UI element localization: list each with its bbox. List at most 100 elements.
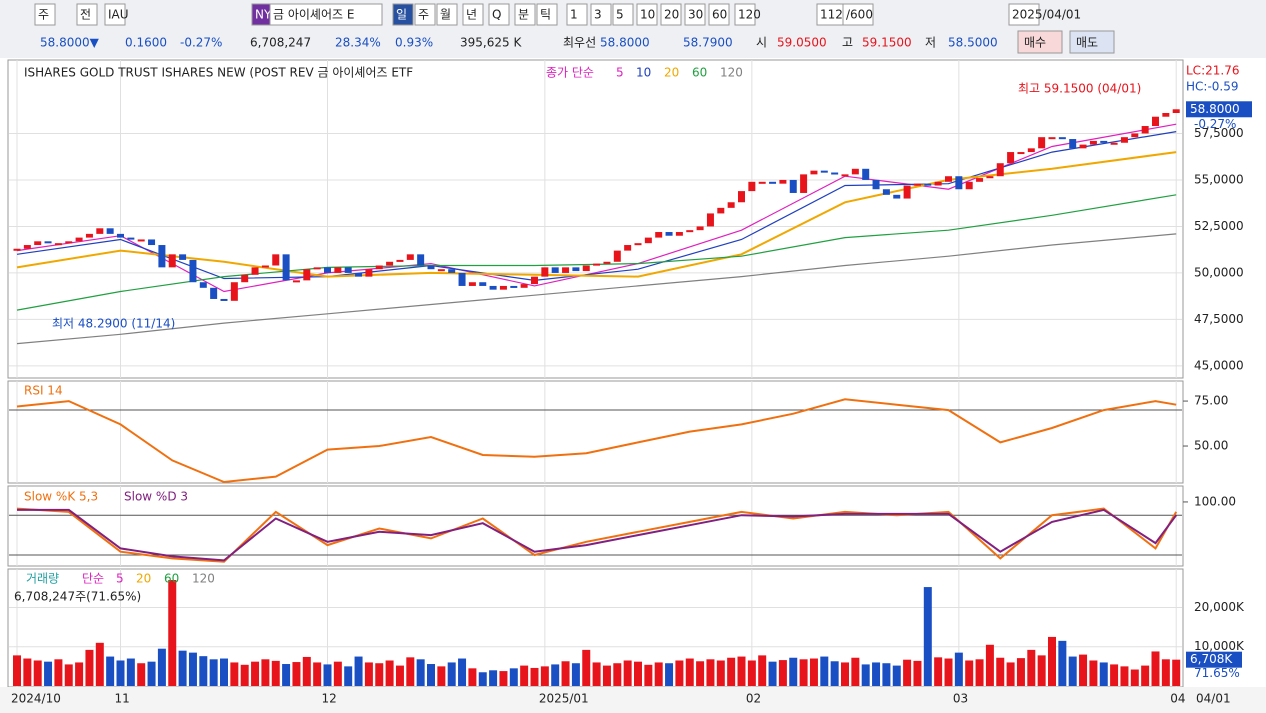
- toolbar-button[interactable]: [734, 3, 756, 26]
- candle: [54, 243, 62, 246]
- x-tick-label: 04: [1170, 692, 1185, 706]
- toolbar-button[interactable]: [684, 3, 706, 26]
- candle: [748, 181, 756, 192]
- toolbar-button[interactable]: [104, 3, 126, 26]
- toolbar-button[interactable]: [636, 3, 658, 26]
- info-value: 59.0500: [777, 36, 827, 50]
- volume-bar: [478, 672, 487, 686]
- candle: [396, 259, 404, 262]
- info-value: 최우선: [563, 36, 596, 50]
- candle: [117, 233, 124, 238]
- y-tick-label: 47,5000: [1194, 312, 1244, 326]
- y-tick-label: 20,000K: [1194, 600, 1245, 614]
- volume-bar: [582, 649, 591, 686]
- toolbar-button[interactable]: [392, 3, 414, 26]
- volume-bar: [530, 667, 539, 686]
- order-button[interactable]: [1069, 30, 1115, 54]
- volume-bar: [1058, 640, 1067, 686]
- volume-bar: [778, 660, 787, 686]
- toolbar-button[interactable]: [462, 3, 484, 26]
- candle: [303, 269, 311, 281]
- toolbar-button[interactable]: [269, 3, 383, 26]
- candle: [934, 181, 942, 186]
- toolbar-button[interactable]: [612, 3, 634, 26]
- y-tick-label: 55,0000: [1194, 172, 1244, 186]
- volume-bar: [126, 658, 135, 686]
- volume-bar: [13, 655, 21, 686]
- candle: [841, 174, 849, 177]
- toolbar-button[interactable]: [514, 3, 536, 26]
- volume-bar: [954, 652, 963, 686]
- x-tick-label: 11: [115, 692, 130, 706]
- toolbar-button[interactable]: [76, 3, 98, 26]
- volume-bar: [965, 660, 974, 686]
- candle: [655, 232, 663, 238]
- volume-bar: [54, 659, 63, 686]
- x-tick-label: 12: [322, 692, 337, 706]
- toolbar-label: 30: [688, 8, 703, 22]
- pane-title: RSI 14: [24, 384, 63, 398]
- toolbar-button[interactable]: [536, 3, 558, 26]
- candle: [955, 176, 963, 190]
- candle: [1027, 148, 1035, 153]
- toolbar-button[interactable]: [1008, 3, 1040, 26]
- volume-bar: [727, 657, 736, 686]
- info-value: 0.93%: [395, 36, 433, 50]
- candle: [230, 282, 238, 301]
- volume-bar: [892, 665, 901, 686]
- toolbar-label: 60: [712, 8, 727, 22]
- legend-entry: 10: [636, 66, 651, 80]
- toolbar-button[interactable]: [34, 3, 56, 26]
- x-tick-label: 2025/01: [539, 692, 589, 706]
- volume-bar: [33, 660, 42, 686]
- candle: [831, 172, 839, 175]
- volume-bar: [1172, 659, 1181, 686]
- volume-bar: [1037, 655, 1046, 686]
- candle: [851, 168, 859, 175]
- toolbar-button[interactable]: [488, 3, 510, 26]
- volume-bar: [116, 660, 125, 686]
- volume-bar: [768, 661, 777, 686]
- candle: [13, 248, 21, 251]
- toolbar-button[interactable]: [566, 3, 588, 26]
- toolbar-button[interactable]: [708, 3, 730, 26]
- info-value: 58.8000: [600, 36, 650, 50]
- candle: [603, 261, 611, 264]
- volume-bar: [95, 642, 104, 686]
- candle: [820, 170, 828, 173]
- last-price: 58.8000: [1190, 102, 1240, 116]
- volume-bar: [406, 657, 415, 686]
- toolbar-label: NY: [255, 8, 272, 22]
- candle: [375, 265, 383, 270]
- candle: [706, 213, 714, 227]
- candle: [261, 265, 269, 268]
- toolbar-label: 112: [820, 8, 843, 22]
- ma-label: 단순: [82, 572, 104, 586]
- candle: [148, 239, 156, 246]
- volume-bar: [520, 665, 529, 686]
- order-button[interactable]: [1017, 30, 1063, 54]
- candle: [386, 261, 394, 266]
- candle: [882, 189, 890, 195]
- volume-bar: [737, 656, 746, 686]
- volume-bar: [934, 657, 943, 686]
- toolbar-button[interactable]: [414, 3, 436, 26]
- volume-bar: [923, 587, 932, 686]
- candle: [137, 239, 145, 242]
- toolbar-button[interactable]: [590, 3, 612, 26]
- volume-bar: [1110, 664, 1119, 686]
- toolbar-button[interactable]: [842, 3, 874, 26]
- legend-entry: 120: [192, 572, 215, 586]
- candle: [1172, 109, 1180, 113]
- volume-bar: [716, 660, 725, 686]
- candle: [499, 285, 507, 290]
- candle: [686, 230, 694, 233]
- toolbar-button[interactable]: [436, 3, 458, 26]
- candle: [1007, 152, 1015, 164]
- toolbar-button[interactable]: [660, 3, 682, 26]
- volume-bar: [468, 668, 477, 686]
- y-tick-label: 100.00: [1194, 494, 1236, 508]
- candle: [1120, 137, 1128, 143]
- candle: [75, 237, 83, 242]
- moving-average: [16, 151, 1177, 278]
